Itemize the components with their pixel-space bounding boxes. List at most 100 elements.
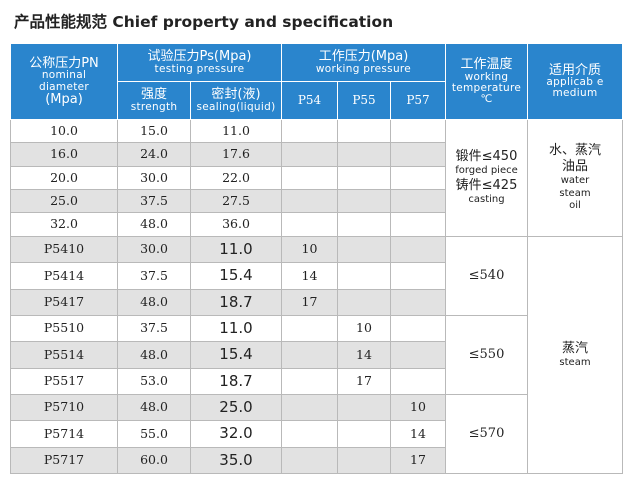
sealing-cell: 15.4 (190, 262, 282, 290)
header-working-pressure: 工作压力(Mpa) working pressure (281, 43, 446, 82)
sealing-cell: 11.0 (190, 314, 282, 343)
pn-cell: 32.0 (10, 212, 118, 237)
p54-cell: 10 (281, 235, 338, 264)
sealing-cell: 36.0 (190, 212, 282, 237)
p55-cell (337, 262, 391, 290)
medium-cell-water-steam-oil: 水、蒸汽 油品 water steam oil (527, 119, 623, 237)
p55-cell (337, 118, 391, 144)
p55-cell (337, 393, 391, 422)
sealing-cell: 25.0 (190, 393, 282, 422)
table-row: P5510 37.5 11.0 10 ≤550 (10, 314, 623, 395)
p57-cell (390, 165, 446, 191)
header-sealing: 密封(液) sealing(liquid) (190, 81, 282, 120)
table-row: P5710 48.0 25.0 10 ≤570 (10, 393, 623, 475)
sealing-cell: 22.0 (190, 165, 282, 191)
p55-cell (337, 446, 391, 475)
table-row: P5417 48.0 18.7 17 (10, 288, 623, 316)
spec-table: 公称压力PN nominal diameter (Mpa) 试验压力Ps(Mpa… (10, 43, 623, 475)
p54-cell (281, 367, 338, 395)
p54-cell (281, 189, 338, 214)
table-row: P5414 37.5 15.4 14 (10, 262, 623, 290)
header-working-temperature: 工作温度 working temperature ℃ (445, 43, 528, 120)
p57-cell (390, 367, 446, 395)
p55-cell (337, 142, 391, 167)
temperature-cell-p57: ≤570 (445, 393, 528, 475)
p54-cell (281, 212, 338, 237)
pn-cell: 10.0 (10, 118, 118, 144)
header-testing-pressure: 试验压力Ps(Mpa) testing pressure (117, 43, 282, 82)
p54-cell: 14 (281, 262, 338, 290)
p55-cell (337, 189, 391, 214)
header-applicable-medium: 适用介质 applicab e medium (527, 43, 623, 120)
pn-cell: P5417 (10, 288, 118, 316)
p54-cell (281, 420, 338, 448)
table-row: P5517 53.0 18.7 17 (10, 367, 623, 395)
strength-cell: 60.0 (117, 446, 191, 475)
table-row: 32.0 48.0 36.0 (10, 212, 623, 237)
strength-cell: 48.0 (117, 393, 191, 422)
p55-cell (337, 212, 391, 237)
sealing-cell: 27.5 (190, 189, 282, 214)
pn-cell: 25.0 (10, 189, 118, 214)
table-row: 10.0 15.0 11.0 锻件≤450 forged piece 铸件≤42… (10, 118, 623, 237)
strength-cell: 37.5 (117, 314, 191, 343)
sealing-cell: 18.7 (190, 288, 282, 316)
strength-cell: 48.0 (117, 212, 191, 237)
p57-cell (390, 314, 446, 343)
sealing-cell: 11.0 (190, 118, 282, 144)
strength-cell: 30.0 (117, 165, 191, 191)
p57-cell (390, 235, 446, 264)
page-title: 产品性能规范 Chief property and specification (14, 13, 394, 31)
pn-cell: P5714 (10, 420, 118, 448)
p54-cell (281, 118, 338, 144)
sealing-cell: 32.0 (190, 420, 282, 448)
p54-cell (281, 341, 338, 369)
p54-cell: 17 (281, 288, 338, 316)
pn-cell: P5514 (10, 341, 118, 369)
p57-cell (390, 189, 446, 214)
p57-cell (390, 341, 446, 369)
sealing-cell: 35.0 (190, 446, 282, 475)
table-row: 20.0 30.0 22.0 (10, 165, 623, 191)
p55-cell: 17 (337, 367, 391, 395)
pn-cell: P5517 (10, 367, 118, 395)
p54-cell (281, 165, 338, 191)
sealing-cell: 11.0 (190, 235, 282, 264)
strength-cell: 48.0 (117, 288, 191, 316)
p54-cell (281, 446, 338, 475)
sealing-cell: 17.6 (190, 142, 282, 167)
table-row: P5410 30.0 11.0 10 ≤540 蒸汽 steam (10, 235, 623, 475)
p57-cell (390, 212, 446, 237)
temperature-cell-p54: ≤540 (445, 235, 528, 316)
p57-cell: 10 (390, 393, 446, 422)
strength-cell: 30.0 (117, 235, 191, 264)
sealing-cell: 18.7 (190, 367, 282, 395)
p57-cell (390, 262, 446, 290)
header-nominal-pressure: 公称压力PN nominal diameter (Mpa) (10, 43, 118, 120)
p55-cell (337, 165, 391, 191)
strength-cell: 15.0 (117, 118, 191, 144)
p57-cell: 14 (390, 420, 446, 448)
pn-cell: 20.0 (10, 165, 118, 191)
p54-cell (281, 314, 338, 343)
strength-cell: 37.5 (117, 262, 191, 290)
strength-cell: 37.5 (117, 189, 191, 214)
medium-cell-steam: 蒸汽 steam (527, 235, 623, 475)
pn-cell: P5414 (10, 262, 118, 290)
header-p57: P57 (390, 81, 446, 120)
p57-cell (390, 118, 446, 144)
pn-cell: 16.0 (10, 142, 118, 167)
p54-cell (281, 393, 338, 422)
pn-cell: P5410 (10, 235, 118, 264)
p55-cell (337, 235, 391, 264)
sealing-cell: 15.4 (190, 341, 282, 369)
p55-cell (337, 420, 391, 448)
p55-cell: 14 (337, 341, 391, 369)
header-strength: 强度 strength (117, 81, 191, 120)
strength-cell: 55.0 (117, 420, 191, 448)
temperature-cell-p55: ≤550 (445, 314, 528, 395)
pn-cell: P5710 (10, 393, 118, 422)
p57-cell (390, 142, 446, 167)
pn-cell: P5717 (10, 446, 118, 475)
p54-cell (281, 142, 338, 167)
